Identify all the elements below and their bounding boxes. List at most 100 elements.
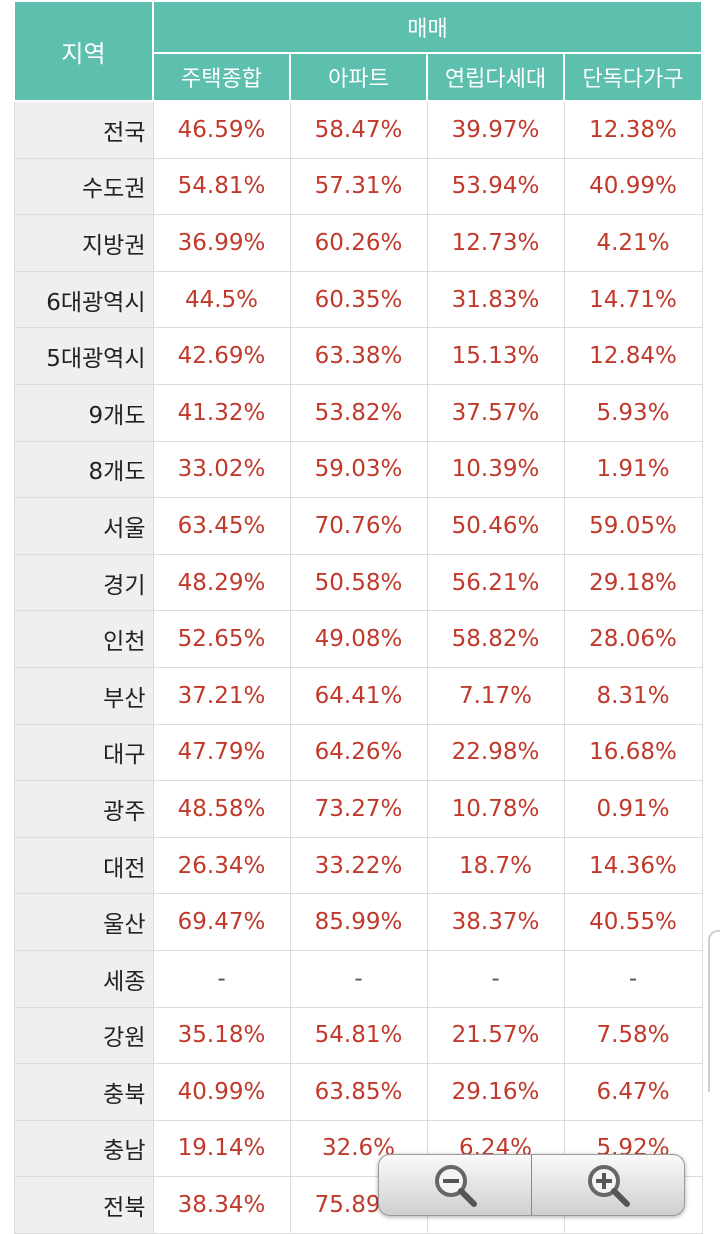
value-cell: 49.08% [289, 610, 428, 668]
value-cell: 58.47% [289, 100, 428, 159]
table-row: 전국 46.59% 58.47% 39.97% 12.38% [13, 100, 703, 159]
table-row: 수도권 54.81% 57.31% 53.94% 40.99% [13, 157, 703, 216]
scroll-indicator[interactable] [708, 930, 720, 1092]
value-cell: 39.97% [426, 100, 565, 159]
table-row: 6대광역시 44.5% 60.35% 31.83% 14.71% [13, 270, 703, 329]
value-cell: 53.94% [426, 157, 565, 216]
table-row: 울산 69.47% 85.99% 38.37% 40.55% [13, 893, 703, 951]
value-cell: 36.99% [152, 214, 291, 272]
value-cell: 60.35% [289, 270, 428, 329]
table-row: 대구 47.79% 64.26% 22.98% 16.68% [13, 723, 703, 782]
table-row: 강원 35.18% 54.81% 21.57% 7.58% [13, 1006, 703, 1065]
table-row: 9개도 41.32% 53.82% 37.57% 5.93% [13, 383, 703, 442]
value-cell: 50.46% [426, 497, 565, 555]
region-cell: 5대광역시 [13, 327, 154, 385]
value-cell: - [426, 949, 565, 1008]
region-cell: 전국 [13, 100, 154, 159]
magnifier-minus-icon [435, 1165, 477, 1207]
data-table: 지역 매매 주택종합 아파트 연립다세대 단독다가구 전국 46.59% 58.47… [13, 0, 704, 1234]
value-cell: 73.27% [289, 780, 428, 838]
table-row: 서울 63.45% 70.76% 50.46% 59.05% [13, 497, 703, 555]
value-cell: - [289, 949, 428, 1008]
region-cell: 서울 [13, 497, 154, 555]
value-cell: 28.06% [563, 610, 703, 668]
value-cell: 70.76% [289, 497, 428, 555]
value-cell: 60.26% [289, 214, 428, 272]
value-cell: 31.83% [426, 270, 565, 329]
value-cell: 56.21% [426, 553, 565, 612]
value-cell: 69.47% [152, 893, 291, 951]
value-cell: 44.5% [152, 270, 291, 329]
value-cell: 22.98% [426, 723, 565, 782]
value-cell: 6.47% [563, 1063, 703, 1121]
value-cell: 57.31% [289, 157, 428, 216]
trade-group-header: 매매 [151, 0, 704, 54]
table-row: 지방권 36.99% 60.26% 12.73% 4.21% [13, 214, 703, 272]
zoom-out-button[interactable] [379, 1155, 531, 1215]
value-cell: 12.73% [426, 214, 565, 272]
value-cell: 59.05% [563, 497, 703, 555]
column-header-housing-total: 주택종합 [152, 52, 291, 102]
table-row: 인천 52.65% 49.08% 58.82% 28.06% [13, 610, 703, 668]
value-cell: 8.31% [563, 666, 703, 725]
value-cell: 16.68% [563, 723, 703, 782]
table-row: 세종 - - - - [13, 949, 703, 1008]
region-cell: 수도권 [13, 157, 154, 216]
value-cell: 26.34% [152, 836, 291, 895]
value-cell: 53.82% [289, 383, 428, 442]
region-cell: 지방권 [13, 214, 154, 272]
value-cell: 58.82% [426, 610, 565, 668]
value-cell: 37.57% [426, 383, 565, 442]
column-header-apartment: 아파트 [289, 52, 428, 102]
value-cell: 63.45% [152, 497, 291, 555]
value-cell: 42.69% [152, 327, 291, 385]
region-cell: 인천 [13, 610, 154, 668]
value-cell: 54.81% [289, 1006, 428, 1065]
value-cell: 14.71% [563, 270, 703, 329]
value-cell: - [563, 949, 703, 1008]
value-cell: 63.38% [289, 327, 428, 385]
value-cell: 33.22% [289, 836, 428, 895]
region-cell: 경기 [13, 553, 154, 612]
magnifier-plus-icon [588, 1165, 630, 1207]
table-row: 5대광역시 42.69% 63.38% 15.13% 12.84% [13, 327, 703, 385]
region-header: 지역 [13, 0, 154, 102]
value-cell: 0.91% [563, 780, 703, 838]
region-cell: 대전 [13, 836, 154, 895]
value-cell: 33.02% [152, 440, 291, 499]
value-cell: 63.85% [289, 1063, 428, 1121]
value-cell: 37.21% [152, 666, 291, 725]
value-cell: 64.26% [289, 723, 428, 782]
region-cell: 울산 [13, 893, 154, 951]
value-cell: 10.78% [426, 780, 565, 838]
value-cell: 19.14% [152, 1119, 291, 1178]
value-cell: 38.37% [426, 893, 565, 951]
value-cell: 64.41% [289, 666, 428, 725]
value-cell: 40.99% [563, 157, 703, 216]
column-header-row-house: 연립다세대 [426, 52, 565, 102]
value-cell: 1.91% [563, 440, 703, 499]
region-cell: 충남 [13, 1119, 154, 1178]
region-cell: 부산 [13, 666, 154, 725]
table-row: 광주 48.58% 73.27% 10.78% 0.91% [13, 780, 703, 838]
value-cell: 48.58% [152, 780, 291, 838]
table-row: 충북 40.99% 63.85% 29.16% 6.47% [13, 1063, 703, 1121]
table-body: 전국 46.59% 58.47% 39.97% 12.38% 수도권 54.81% 57.31… [13, 100, 703, 1234]
value-cell: 85.99% [289, 893, 428, 951]
value-cell: 38.34% [152, 1176, 291, 1234]
zoom-in-button[interactable] [531, 1155, 684, 1215]
region-cell: 6대광역시 [13, 270, 154, 329]
value-cell: 48.29% [152, 553, 291, 612]
value-cell: 12.84% [563, 327, 703, 385]
value-cell: 12.38% [563, 100, 703, 159]
value-cell: 40.99% [152, 1063, 291, 1121]
value-cell: 18.7% [426, 836, 565, 895]
value-cell: 14.36% [563, 836, 703, 895]
region-cell: 강원 [13, 1006, 154, 1065]
value-cell: 15.13% [426, 327, 565, 385]
value-cell: 35.18% [152, 1006, 291, 1065]
region-cell: 전북 [13, 1176, 154, 1234]
value-cell: 41.32% [152, 383, 291, 442]
value-cell: 59.03% [289, 440, 428, 499]
region-cell: 8개도 [13, 440, 154, 499]
